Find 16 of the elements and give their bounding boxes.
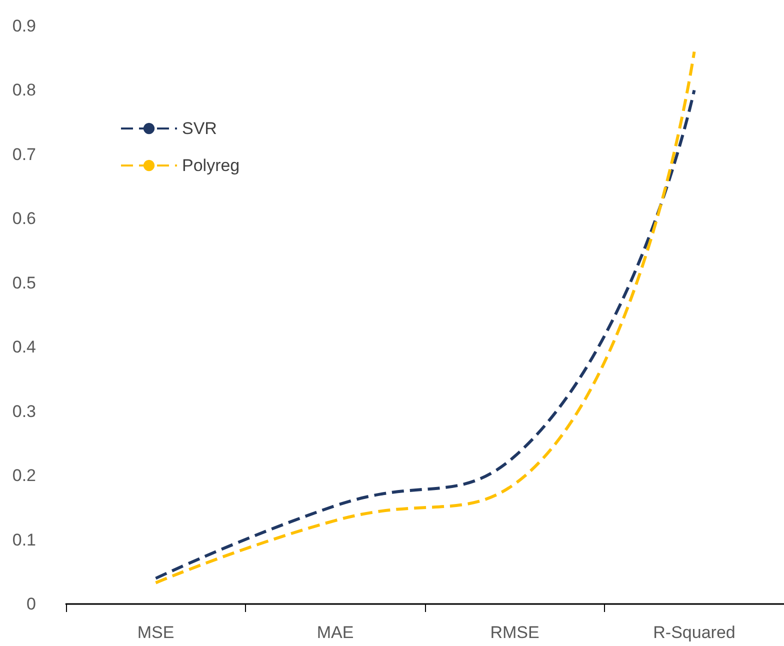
y-tick-label: 0.5 [12, 273, 36, 292]
x-tick-label: MSE [137, 623, 174, 642]
y-tick-label: 0.7 [12, 144, 36, 164]
y-tick-label: 0.3 [12, 402, 36, 421]
y-tick-label: 0.6 [12, 209, 36, 228]
y-tick-label: 0.4 [12, 338, 36, 357]
y-tick-label: 0 [26, 594, 36, 614]
x-tick-label: MAE [316, 623, 354, 642]
y-tick-label: 0.2 [12, 466, 36, 486]
x-tick-label: R-Squared [653, 623, 736, 642]
y-tick-label: 0.9 [12, 16, 36, 36]
y-tick-label: 0.1 [12, 530, 36, 550]
legend-label: SVR [182, 119, 217, 138]
y-tick-label: 0.8 [12, 80, 36, 100]
legend-label: Polyreg [182, 156, 240, 175]
x-tick-label: RMSE [490, 623, 540, 642]
